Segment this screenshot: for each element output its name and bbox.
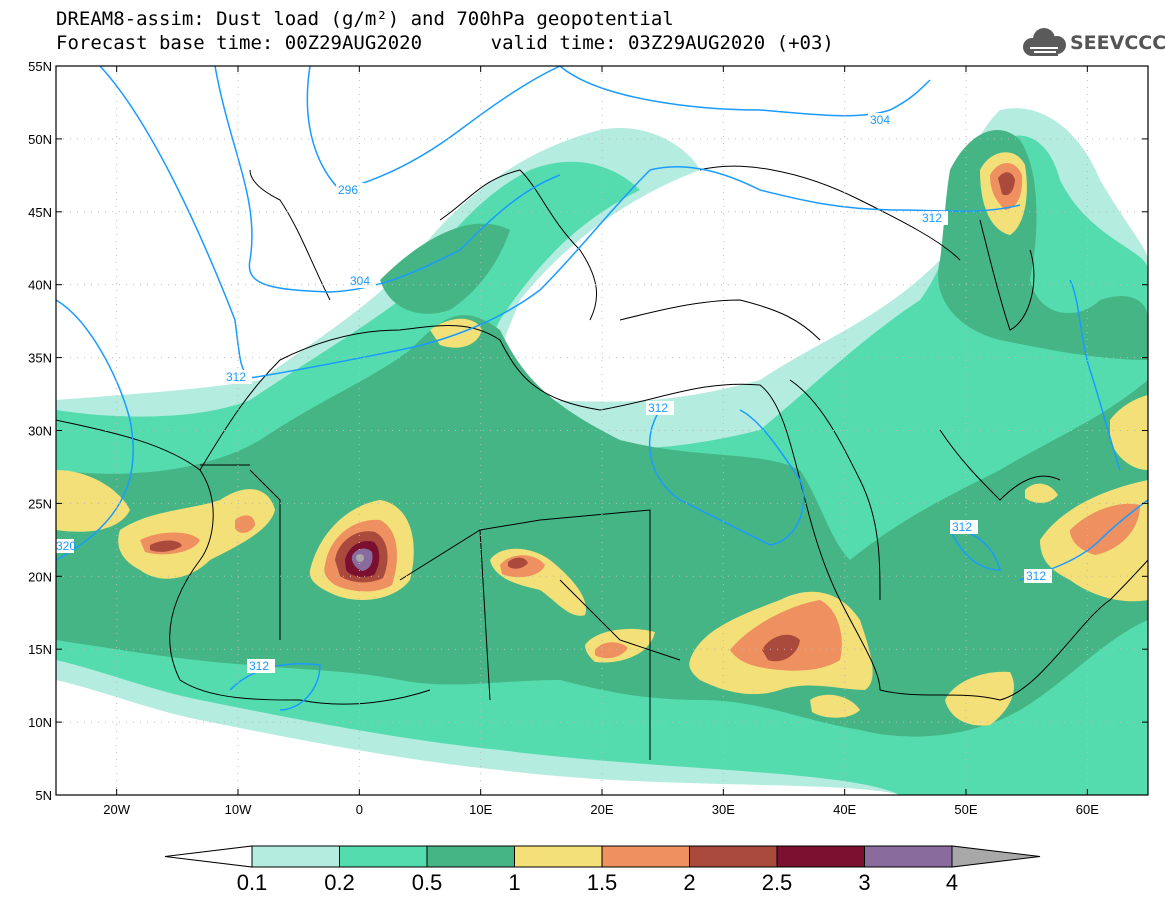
lat-label: 20N	[28, 569, 52, 584]
lat-label: 55N	[28, 59, 52, 74]
colorbar-label: 2	[683, 870, 695, 895]
dust-field-1-5	[235, 515, 255, 533]
colorbar-label: 4	[946, 870, 958, 895]
contour-labels: 296 304 304 312 312 312 312 312 312 320	[56, 113, 1052, 673]
latitude-axis: 55N 50N 45N 40N 35N 30N 25N 20N 15N 10N 5N	[28, 59, 1148, 803]
colorbar-swatch	[514, 845, 603, 868]
colorbar: 0.1 0.2 0.5 1 1.5 2 2.5 3 4	[164, 845, 1041, 895]
lat-label: 10N	[28, 715, 52, 730]
colorbar-label: 3	[858, 870, 870, 895]
lat-label: 5N	[35, 788, 52, 803]
contour-label: 312	[648, 401, 668, 415]
colorbar-under-arrow	[164, 845, 253, 868]
contour-label: 304	[870, 113, 890, 127]
lat-label: 30N	[28, 424, 52, 439]
longitude-axis: 20W 10W 0 10E 20E 30E 40E 50E 60E	[103, 66, 1099, 817]
dust-field-1	[118, 489, 276, 579]
contour-312-sahel	[229, 662, 321, 711]
contour-312-north	[99, 66, 1021, 379]
north-africa-coast	[199, 325, 801, 481]
lon-label: 0	[356, 802, 363, 817]
colorbar-label: 1	[508, 870, 520, 895]
lon-label: 20E	[590, 802, 613, 817]
contour-label: 312	[249, 659, 269, 673]
black-sea-coast	[699, 165, 961, 261]
cloud-icon	[1023, 28, 1066, 56]
contour-label: 320	[56, 539, 76, 553]
colorbar-swatch	[601, 845, 690, 868]
lon-label: 50E	[954, 802, 977, 817]
colorbar-swatch	[251, 845, 340, 868]
contour-label: 296	[338, 183, 358, 197]
logo-text: SEEVCCC	[1070, 32, 1165, 54]
dust-field-4	[356, 554, 364, 562]
dust-field-1	[945, 671, 1014, 726]
contour-320	[56, 299, 134, 561]
contour-312-arabia	[949, 529, 1001, 571]
dust-field-2	[762, 634, 800, 662]
gridlines	[56, 66, 1148, 795]
geopotential-contours	[56, 66, 1148, 711]
gulf-coast	[939, 429, 1061, 501]
lon-label: 40E	[833, 802, 856, 817]
lat-label: 15N	[28, 642, 52, 657]
dust-field-1	[1025, 483, 1058, 503]
lat-label: 45N	[28, 205, 52, 220]
political-borders	[200, 464, 681, 760]
dust-field-1	[810, 694, 860, 718]
map-title: DREAM8-assim: Dust load (g/m²) and 700hP…	[56, 8, 674, 30]
lon-label: 10W	[225, 802, 252, 817]
colorbar-swatch	[689, 845, 778, 868]
dust-field-2	[150, 540, 182, 552]
lon-label: 10E	[469, 802, 492, 817]
lat-label: 35N	[28, 351, 52, 366]
arabia-coast	[879, 559, 1148, 701]
lon-label: 60E	[1076, 802, 1099, 817]
contour-label: 304	[350, 274, 370, 288]
dust-field-1-5	[595, 642, 628, 659]
turkey-coast	[619, 299, 821, 341]
colorbar-swatch	[776, 845, 865, 868]
lat-label: 50N	[28, 132, 52, 147]
dust-field-0-5	[380, 223, 510, 314]
lat-label: 40N	[28, 278, 52, 293]
red-sea-east	[789, 379, 881, 601]
colorbar-label: 0.2	[324, 870, 355, 895]
dust-field-2	[508, 557, 528, 569]
contour-296	[306, 66, 561, 191]
caspian-coast	[979, 219, 1035, 331]
lon-label: 20W	[103, 802, 130, 817]
lat-label: 25N	[28, 496, 52, 511]
dust-field-1	[1110, 395, 1148, 470]
contour-304-east	[559, 66, 931, 117]
colorbar-label: 0.1	[237, 870, 268, 895]
map-subtitle: Forecast base time: 00Z29AUG2020 valid t…	[56, 32, 834, 54]
west-africa-coast	[56, 419, 431, 705]
coastlines	[56, 165, 1148, 760]
iberia-coast	[249, 169, 331, 301]
colorbar-label: 1.5	[587, 870, 618, 895]
colorbar-label: 0.5	[412, 870, 443, 895]
colorbar-label: 2.5	[762, 870, 793, 895]
lon-label: 30E	[712, 802, 735, 817]
contour-label: 312	[226, 370, 246, 384]
colorbar-over-arrow	[951, 845, 1041, 868]
colorbar-swatch	[339, 845, 428, 868]
red-sea-west	[799, 479, 881, 691]
colorbar-swatch	[426, 845, 515, 868]
contour-312-egypt	[648, 409, 805, 546]
dust-field-2	[998, 172, 1015, 196]
dust-field-0-5	[56, 315, 1148, 737]
contour-304-west	[214, 66, 561, 293]
colorbar-swatch	[864, 845, 953, 868]
contour-312-iran	[1069, 279, 1121, 471]
contour-label: 312	[922, 211, 942, 225]
contour-label: 312	[952, 520, 972, 534]
